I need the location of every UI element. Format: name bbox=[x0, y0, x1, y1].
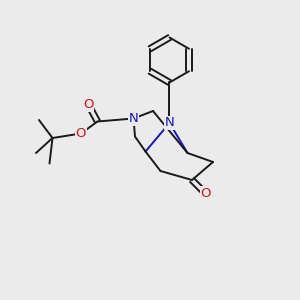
Text: N: N bbox=[165, 116, 174, 130]
Text: O: O bbox=[83, 98, 94, 112]
Text: O: O bbox=[76, 127, 86, 140]
Text: N: N bbox=[129, 112, 138, 125]
Text: O: O bbox=[200, 187, 211, 200]
